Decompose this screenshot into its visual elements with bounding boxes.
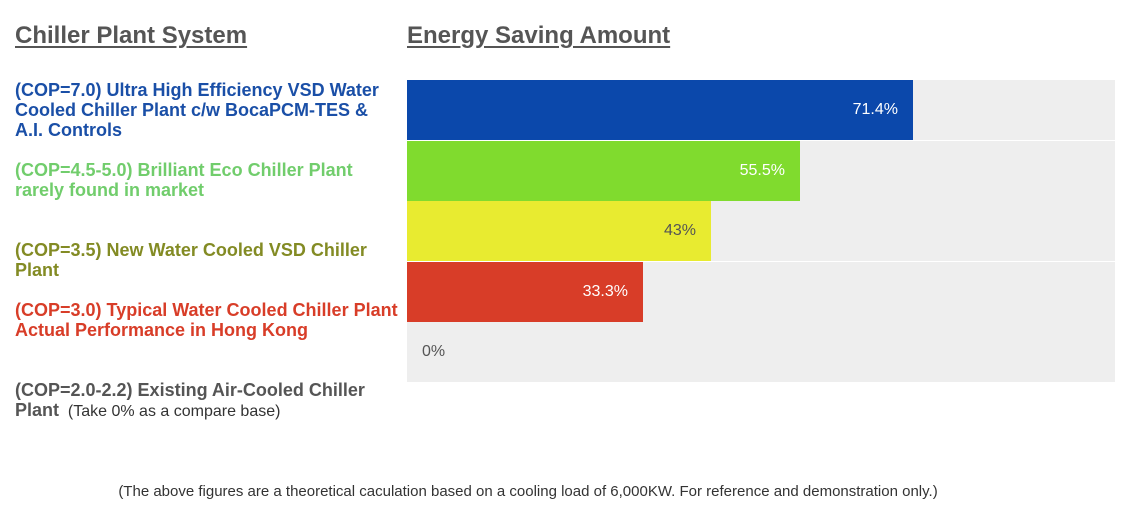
category-label: (COP=2.0-2.2) Existing Air-Cooled Chille… bbox=[15, 380, 400, 422]
bar-value-label: 33.3% bbox=[582, 283, 628, 300]
bar-track: 33.3% bbox=[407, 262, 1115, 322]
category-label: (COP=3.5) New Water Cooled VSD Chiller P… bbox=[15, 240, 400, 280]
chiller-plant-system-heading: Chiller Plant System bbox=[15, 22, 248, 49]
bar-track: 71.4% bbox=[407, 80, 1115, 140]
category-label-text: (COP=4.5-5.0) Brilliant Eco Chiller Plan… bbox=[15, 160, 353, 200]
category-label: (COP=7.0) Ultra High Efficiency VSD Wate… bbox=[15, 80, 400, 140]
footnote: (The above figures are a theoretical cac… bbox=[118, 483, 938, 500]
category-label-text: (COP=3.0) Typical Water Cooled Chiller P… bbox=[15, 300, 398, 340]
category-label: (COP=4.5-5.0) Brilliant Eco Chiller Plan… bbox=[15, 160, 400, 200]
bar bbox=[407, 201, 711, 261]
bar-track: 55.5% bbox=[407, 141, 1115, 201]
category-label-note: (Take 0% as a compare base) bbox=[59, 403, 281, 420]
energy-saving-amount-heading: Energy Saving Amount bbox=[407, 22, 671, 49]
category-label-text: (COP=7.0) Ultra High Efficiency VSD Wate… bbox=[15, 80, 379, 140]
bar bbox=[407, 80, 913, 140]
bar-value-label: 71.4% bbox=[852, 101, 898, 118]
bar-track: 0% bbox=[407, 322, 1115, 382]
bar-value-label: 55.5% bbox=[739, 162, 785, 179]
bar-value-label: 43% bbox=[663, 222, 696, 239]
category-label-text: (COP=3.5) New Water Cooled VSD Chiller P… bbox=[15, 240, 367, 280]
bar-value-label: 0% bbox=[422, 343, 446, 360]
bar bbox=[407, 262, 643, 322]
bar-track: 43% bbox=[407, 201, 1115, 261]
bar bbox=[407, 141, 800, 201]
category-label: (COP=3.0) Typical Water Cooled Chiller P… bbox=[15, 300, 400, 340]
category-label-text: (COP=2.0-2.2) Existing Air-Cooled Chille… bbox=[15, 380, 365, 420]
